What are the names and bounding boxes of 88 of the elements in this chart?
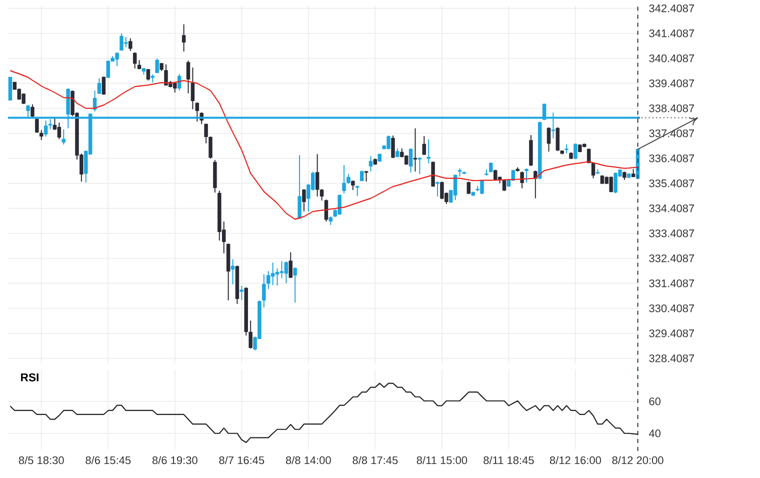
y-tick-label: 340.4087 [649,54,694,62]
candlestick [62,128,66,145]
candlestick [453,174,458,200]
candlestick [524,168,528,183]
candlestick [351,180,355,190]
candlestick [413,128,418,172]
y-tick-label: 40 [648,429,661,438]
candlestick [489,162,493,173]
candlestick [195,102,200,122]
candlestick [342,164,346,194]
candlestick [8,76,12,100]
candlestick [270,262,275,286]
candlestick [436,180,440,197]
candlestick [466,180,471,194]
candlestick [360,170,364,182]
candlestick [275,268,280,286]
y-tick-label: 336.4087 [649,154,694,162]
x-tick-label: 8/12 20:00 [612,456,664,464]
y-tick-label: 334.4087 [649,204,694,212]
candlestick [30,104,34,118]
candlestick [240,285,244,300]
x-tick-label: 8/11 15:00 [416,456,468,464]
y-tick-label: 339.4087 [649,79,694,88]
candlestick [186,60,190,94]
candlestick [338,194,342,216]
y-tick-label: 60 [649,397,661,406]
candlestick [293,266,297,303]
y-tick-label: 332.4087 [649,254,694,262]
candlestick [190,66,195,110]
candlestick [128,38,132,52]
candlestick [204,122,208,144]
x-tick-label: 8/8 17:45 [352,456,398,464]
x-tick-label: 8/8 14:00 [286,456,331,464]
candlestick [40,129,44,140]
candlestick [182,24,186,52]
y-tick-label: 331.4087 [649,279,694,288]
candlestick [418,156,422,174]
candlestick [346,173,350,184]
candlestick [298,154,302,220]
candlestick [534,170,538,199]
candlestick [408,148,413,173]
x-tick-label: 8/11 18:45 [484,456,534,464]
y-tick-label: 330.4087 [649,304,694,312]
candlestick [546,126,551,152]
candlestick [591,162,596,179]
candlestick [356,184,360,196]
candlestick [35,118,39,134]
candlestick [426,138,430,164]
candlestick [284,260,288,284]
candlestick [431,160,435,188]
x-tick-label: 8/6 19:30 [152,456,198,464]
candlestick [106,60,110,78]
candlestick [320,188,324,201]
candlestick [564,144,568,154]
y-tick-label: 333.4087 [649,229,694,238]
candlestick [422,135,426,156]
candlestick [102,76,106,96]
x-tick-label: 8/6 15:45 [86,456,131,464]
y-tick-label: 341.4087 [649,29,694,38]
chart-title: RSI [21,373,38,382]
candlestick [97,78,102,94]
candlestick [230,258,235,285]
candlestick [520,170,524,189]
candlestick [609,176,613,193]
candlestick [315,153,320,197]
candlestick [302,188,306,212]
candlestick [262,274,266,308]
y-tick-label: 342.4087 [649,4,694,12]
candlestick [368,155,373,172]
candlestick [137,59,142,70]
candlestick [556,126,560,152]
candlestick [391,134,395,158]
candlestick [132,52,137,69]
candlestick [57,122,62,140]
candlestick [574,142,578,160]
x-tick-label: 8/7 16:45 [219,456,264,464]
x-tick-label: 8/12 16:00 [550,456,602,464]
candlestick [288,252,292,278]
candlestick [280,260,284,279]
y-tick-label: 338.4087 [649,104,694,112]
y-tick-label: 335.4087 [649,179,694,188]
candlestick [266,270,270,290]
y-tick-label: 328.4087 [649,354,694,362]
candlestick [208,136,212,159]
candlestick [248,320,252,349]
y-tick-label: 329.4087 [649,329,694,338]
candlestick [155,58,159,74]
x-tick-label: 8/5 18:30 [18,456,64,464]
